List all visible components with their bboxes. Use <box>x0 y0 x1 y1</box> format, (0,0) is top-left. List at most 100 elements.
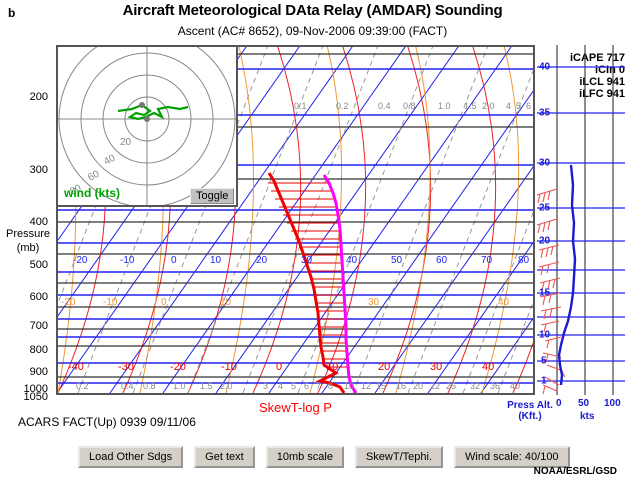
load-other-sdgs-button[interactable]: Load Other Sdgs <box>78 446 184 468</box>
wind-barbs <box>537 188 566 395</box>
mixratio-label-bottom: 22 <box>430 381 440 391</box>
kts-tick: 100 <box>604 398 621 409</box>
press-alt-line2: (Kft.) <box>518 411 542 422</box>
temp-label-500: -20 <box>73 255 88 266</box>
temperature-trace <box>267 172 346 393</box>
temp-label-500: 70 <box>481 255 493 266</box>
mixratio-label-bottom: 20 <box>413 381 423 391</box>
mixratio-label-bottom: 7 <box>316 381 321 391</box>
figure-label: b <box>8 6 16 20</box>
temp-label-bottom: 30 <box>430 361 442 373</box>
toggle-button[interactable]: Toggle <box>190 188 235 204</box>
hodograph-ring-label: 20 <box>120 137 132 148</box>
temp-label-bottom: -20 <box>170 361 186 373</box>
mixratio-label-bottom: 2.0 <box>220 381 233 391</box>
mixratio-label-bottom: 4 <box>278 381 283 391</box>
hodograph-ring-label: 40 <box>102 153 117 168</box>
station-info: ACARS FACT(Up) 0939 09/11/06 <box>18 415 196 429</box>
credit-label: NOAA/ESRL/GSD <box>533 466 617 477</box>
altitude-tick: 20 <box>539 235 551 247</box>
kts-tick: 0 <box>556 398 562 409</box>
mixratio-label: 1.0 <box>438 101 451 111</box>
pressure-tick: 300 <box>29 164 48 176</box>
temp-label-500: 30 <box>301 255 313 266</box>
press-alt-axis-label: Press Alt. (Kft.) <box>500 400 560 422</box>
mixratio-label-bottom: 36 <box>490 381 500 391</box>
temp-label-bottom: 40 <box>482 361 494 373</box>
page-subtitle: Ascent (AC# 8652), 09-Nov-2006 09:39:00 … <box>177 24 448 38</box>
adiabat-label: -20 <box>61 297 76 308</box>
hodograph-wind-trace <box>117 103 189 121</box>
altitude-reference-lines <box>58 68 533 384</box>
index-cape: iCAPE 717 <box>569 52 625 64</box>
temp-label-500: 60 <box>436 255 448 266</box>
temp-label-bottom: 20 <box>378 361 390 373</box>
temp-label-bottom: -40 <box>68 361 84 373</box>
mixratio-label-bottom: 6 <box>304 381 309 391</box>
pressure-tick: 700 <box>29 320 48 332</box>
wind-panel-verticals <box>556 45 614 395</box>
parcel-hatching <box>268 182 350 368</box>
wind-profile-panel[interactable]: 40 35 30 25 20 15 10 5 1 <box>537 45 625 395</box>
pressure-tick: 500 <box>29 259 48 271</box>
mixratio-label-bottom: 16 <box>396 381 406 391</box>
temp-label-bottom: -10 <box>221 361 237 373</box>
altitude-tick: 30 <box>539 157 551 169</box>
temp-label-500: 0 <box>171 255 177 266</box>
altitude-tick: 35 <box>539 107 551 119</box>
skewt-logp-label: SkewT-log P <box>259 400 332 415</box>
altitude-tick: 10 <box>539 329 551 341</box>
mixratio-label-bottom: 10 <box>344 381 354 391</box>
mixratio-label-bottom: 8 <box>328 381 333 391</box>
hodograph-legend: wind (kts) <box>64 186 120 200</box>
pressure-tick: 600 <box>29 291 48 303</box>
get-text-button[interactable]: Get text <box>194 446 255 468</box>
hodograph[interactable]: 20 40 60 80 <box>58 47 238 207</box>
mixratio-label-bottom: 0.8 <box>143 381 156 391</box>
press-alt-line1: Press Alt. <box>507 400 553 411</box>
mixratio-label: 0.2 <box>336 101 349 111</box>
mixratio-label: 0.4 <box>378 101 391 111</box>
dewpoint-trace <box>322 174 358 393</box>
wind-profile-plot <box>537 45 625 395</box>
mb-scale-button[interactable]: 10mb scale <box>265 446 344 468</box>
mixratio-label-bottom: 12 <box>361 381 371 391</box>
temp-label-500: 80 <box>518 255 530 266</box>
mixratio-label: 6 <box>526 101 531 111</box>
mixratio-label-bottom: 0.4 <box>121 381 134 391</box>
pressure-tick: 400 <box>29 216 48 228</box>
temp-label-bottom: 10 <box>326 361 338 373</box>
mixratio-label-bottom: 15 <box>376 381 386 391</box>
mixratio-label: 1.5 <box>464 101 477 111</box>
adiabat-label: 10 <box>220 297 232 308</box>
kts-tick: 50 <box>578 398 590 409</box>
mixratio-label-bottom: 40 <box>510 381 520 391</box>
mixratio-label-bottom: 1.0 <box>173 381 186 391</box>
hodograph-point-marker <box>139 102 145 108</box>
temp-label-500: -10 <box>120 255 135 266</box>
temp-label-500: 20 <box>256 255 268 266</box>
hodograph-plot: 20 40 60 80 <box>58 47 236 205</box>
altitude-tick: 5 <box>541 355 547 367</box>
hodograph-ring-label: 60 <box>86 169 101 184</box>
altitude-tick: 25 <box>539 202 551 214</box>
temp-label-500: 40 <box>346 255 358 266</box>
mixratio-label-bottom: 5 <box>291 381 296 391</box>
skewt-tephi-button[interactable]: SkewT/Tephi. <box>354 446 443 468</box>
pressure-tick: 1050 <box>23 391 48 403</box>
adiabat-label: -10 <box>103 297 118 308</box>
adiabat-label: 40 <box>498 297 510 308</box>
wind-scale-button[interactable]: Wind scale: 40/100 <box>454 446 570 468</box>
temp-label-500: 50 <box>391 255 403 266</box>
mixratio-label: 0.1 <box>294 101 307 111</box>
skewt-grid <box>58 47 533 393</box>
temp-label-bottom: -30 <box>118 361 134 373</box>
pressure-tick: 1000 <box>23 383 48 395</box>
pressure-tick: 800 <box>29 344 48 356</box>
altitude-tick: 40 <box>539 61 551 73</box>
pressure-tick: 200 <box>29 91 48 103</box>
altitude-tick: 15 <box>539 287 551 299</box>
page-title: Aircraft Meteorological DAta Relay (AMDA… <box>122 2 503 19</box>
mixratio-label-bottom: 32 <box>470 381 480 391</box>
hodograph-ring-label: 80 <box>68 183 83 198</box>
